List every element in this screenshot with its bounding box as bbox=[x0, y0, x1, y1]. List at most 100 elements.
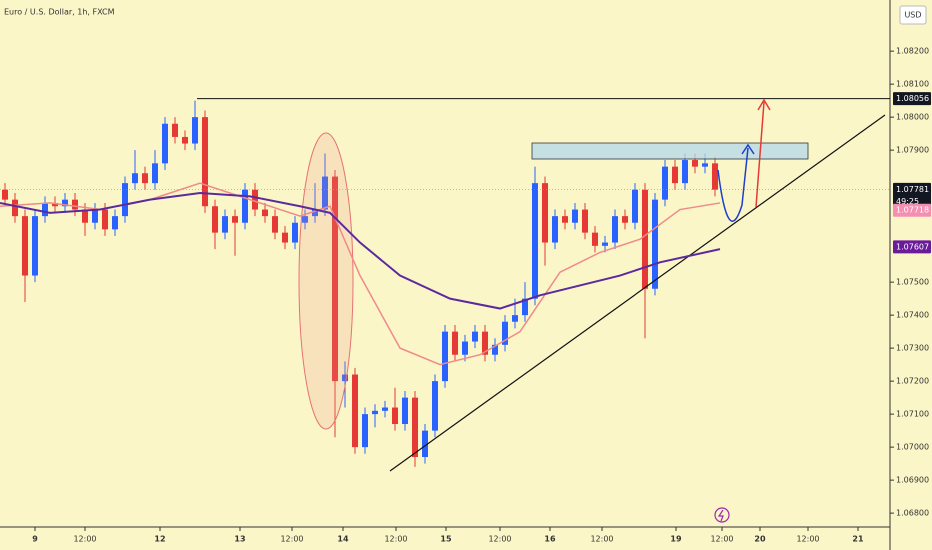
x-tick-label: 9 bbox=[32, 535, 38, 544]
candle-body bbox=[602, 242, 608, 246]
candle-body bbox=[432, 381, 438, 431]
candle-body bbox=[512, 315, 518, 322]
candle-body bbox=[42, 202, 48, 217]
candle-body bbox=[192, 117, 198, 144]
candle-body bbox=[472, 331, 478, 342]
candle-body bbox=[362, 414, 368, 448]
candle-body bbox=[102, 209, 108, 230]
candle-body bbox=[422, 430, 428, 458]
candle-body bbox=[322, 176, 328, 210]
candle-body bbox=[522, 298, 528, 316]
candle-body bbox=[692, 160, 698, 167]
candle-body bbox=[92, 209, 98, 223]
candle-body bbox=[32, 216, 38, 276]
red-path bbox=[755, 101, 765, 208]
candle-body bbox=[242, 189, 248, 223]
candle-body bbox=[492, 344, 498, 355]
candle-body bbox=[532, 183, 538, 299]
candle-body bbox=[392, 407, 398, 425]
candle-body bbox=[82, 209, 88, 223]
event-icon[interactable] bbox=[714, 507, 730, 523]
y-tick-label: 1.07000 bbox=[896, 443, 929, 452]
x-tick-label: 16 bbox=[544, 535, 556, 544]
candles bbox=[2, 100, 718, 467]
price-tag-label: 1.07718 bbox=[896, 206, 929, 215]
price-tag bbox=[893, 203, 931, 217]
candle-body bbox=[212, 206, 218, 233]
candle-body bbox=[172, 123, 178, 137]
price-tag bbox=[893, 182, 931, 209]
candle-body bbox=[662, 166, 668, 200]
candle-body bbox=[592, 232, 598, 246]
candle-body bbox=[652, 199, 658, 289]
y-tick-label: 1.06800 bbox=[896, 509, 929, 518]
x-tick-label: 12:00 bbox=[73, 535, 96, 544]
candle-body bbox=[542, 183, 548, 243]
y-tick-label: 1.07100 bbox=[896, 410, 929, 419]
candle-body bbox=[112, 216, 118, 230]
event-icon-bolt bbox=[717, 509, 724, 522]
x-tick-label: 12:00 bbox=[280, 535, 303, 544]
highlight-ellipse bbox=[298, 132, 354, 430]
candle-body bbox=[562, 216, 568, 223]
resistance-zone bbox=[531, 142, 809, 160]
currency-label: USD bbox=[904, 11, 921, 20]
candle-body bbox=[332, 176, 338, 382]
candle-body bbox=[2, 189, 8, 200]
x-tick-label: 12:00 bbox=[590, 535, 613, 544]
y-tick-label: 1.07500 bbox=[896, 278, 929, 287]
candle-body bbox=[572, 209, 578, 223]
trend-line bbox=[389, 114, 886, 472]
x-tick-label: 20 bbox=[754, 535, 766, 544]
x-tick-label: 12 bbox=[154, 535, 165, 544]
candle-body bbox=[152, 163, 158, 184]
candle-body bbox=[142, 173, 148, 184]
candle-body bbox=[412, 397, 418, 458]
candle-body bbox=[372, 410, 378, 415]
candle-body bbox=[672, 166, 678, 184]
currency-button[interactable] bbox=[899, 5, 927, 25]
candle-body bbox=[292, 222, 298, 243]
y-tick-label: 1.07400 bbox=[896, 311, 929, 320]
y-tick-label: 1.07200 bbox=[896, 377, 929, 386]
price-tag bbox=[893, 92, 931, 106]
y-tick-label: 1.06900 bbox=[896, 476, 929, 485]
candle-body bbox=[252, 189, 258, 210]
candle-body bbox=[22, 216, 28, 276]
candle-body bbox=[442, 331, 448, 382]
candle-body bbox=[452, 331, 458, 355]
x-tick-label: 12:00 bbox=[796, 535, 819, 544]
candle-body bbox=[342, 374, 348, 382]
blue-arrowhead bbox=[741, 143, 755, 155]
candle-body bbox=[72, 199, 78, 210]
x-tick-label: 13 bbox=[234, 535, 245, 544]
candle-body bbox=[202, 117, 208, 207]
candle-body bbox=[642, 189, 648, 289]
candle-body bbox=[222, 216, 228, 233]
blue-path bbox=[717, 147, 749, 222]
x-tick-label: 19 bbox=[670, 535, 682, 544]
price-tag-label: 1.08056 bbox=[896, 94, 929, 103]
candle-body bbox=[232, 216, 238, 223]
candle-body bbox=[402, 397, 408, 425]
candle-body bbox=[612, 216, 618, 243]
candle-body bbox=[302, 216, 308, 223]
chart-title: Euro / U.S. Dollar, 1h, FXCM bbox=[4, 8, 115, 17]
price-tag-label: 1.07607 bbox=[896, 242, 929, 251]
price-countdown: 49:25 bbox=[896, 197, 919, 206]
candle-body bbox=[622, 216, 628, 223]
x-tick-label: 14 bbox=[337, 535, 349, 544]
x-tick-label: 12:00 bbox=[710, 535, 733, 544]
candle-body bbox=[482, 331, 488, 355]
candle-body bbox=[162, 123, 168, 164]
candle-body bbox=[682, 160, 688, 184]
moving-average bbox=[0, 192, 721, 310]
price-tag-label: 1.07781 bbox=[896, 185, 929, 194]
candle-body bbox=[12, 199, 18, 217]
candle-body bbox=[352, 374, 358, 448]
candle-body bbox=[702, 163, 708, 167]
candle-body bbox=[282, 232, 288, 243]
